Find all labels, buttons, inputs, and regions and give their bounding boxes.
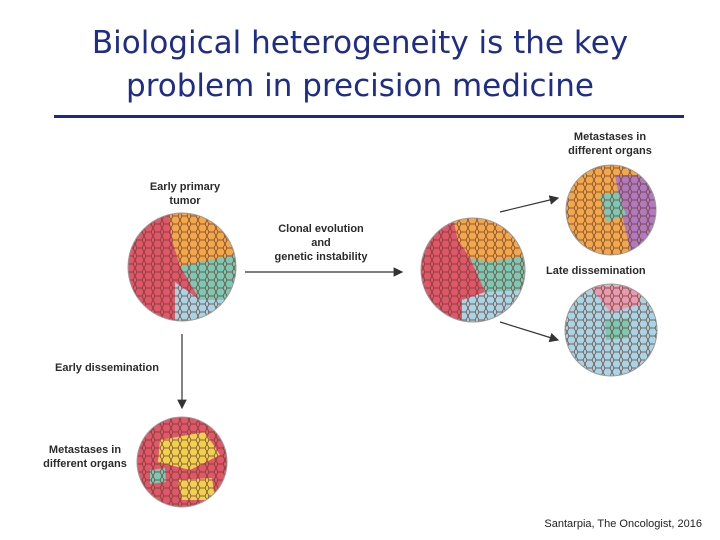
label-early-primary-tumor: Early primary tumor [149,181,221,207]
title-line-2: problem in precision medicine [126,68,594,104]
label-metastases-top: Metastases in different organs [568,131,652,157]
label-clonal-evolution: Clonal evolution and genetic instability [274,223,368,263]
metastasis-bottom-icon [564,283,658,377]
arrow-late-to-top [499,195,560,213]
early-primary-tumor-icon [127,212,237,322]
metastasis-early-icon [136,416,228,508]
label-metastases-bottom: Metastases in different organs [43,444,127,470]
metastasis-top-icon [565,164,657,256]
label-late-dissemination: Late dissemination [546,265,646,277]
label-early-dissemination: Early dissemination [55,362,159,374]
title-underline [54,115,684,118]
arrow-late-to-bottom [499,321,560,343]
title-line-1: Biological heterogeneity is the key [91,25,629,61]
source-credit: Santarpia, The Oncologist, 2016 [544,518,702,530]
slide-title: Biological heterogeneity is the key prob… [40,22,680,108]
evolved-tumor-icon [420,217,526,323]
